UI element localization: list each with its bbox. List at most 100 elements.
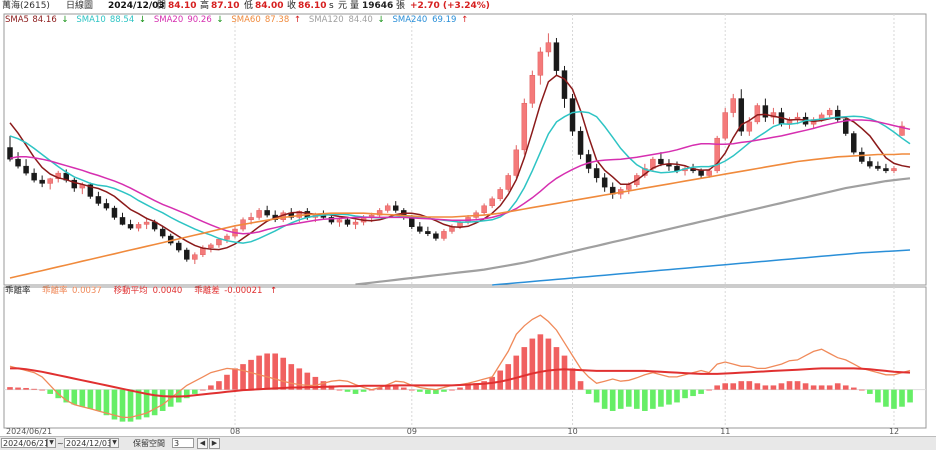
bias-histogram-bar: [31, 388, 37, 390]
end-date-dropdown[interactable]: ▼: [110, 438, 119, 448]
candle-body: [585, 154, 592, 169]
start-date-dropdown[interactable]: ▼: [47, 438, 56, 448]
bias-histogram-bar: [682, 389, 688, 399]
candle-body: [39, 179, 45, 184]
legend-price-arrow: ↑: [461, 15, 468, 25]
candle-body: [71, 179, 78, 189]
candle-body: [176, 242, 182, 251]
x-tick-label: 09: [407, 427, 417, 436]
bias-histogram-bar: [425, 389, 431, 394]
bias-histogram-bar: [344, 389, 351, 392]
candle-body: [529, 75, 536, 104]
candle-body: [497, 189, 503, 200]
legend-price-value: 84.40: [349, 15, 373, 25]
bias-histogram-bar: [183, 389, 190, 399]
bias-histogram-bar: [690, 389, 696, 397]
candle-body: [336, 219, 343, 223]
bias-histogram-bar: [248, 359, 254, 390]
chart-area[interactable]: 08 09 10 11 12 2024/06/21 SMA5 84.16 ↓ SMA10 88.54…: [0, 0, 936, 439]
candle-body: [601, 177, 608, 188]
bias-histogram-bar: [818, 385, 825, 390]
bias-histogram-bar: [143, 389, 150, 418]
candle-body: [31, 172, 37, 181]
bias-histogram-bar: [256, 355, 262, 390]
candle-body: [770, 112, 777, 118]
candle-body: [577, 130, 584, 155]
bias-histogram-bar: [151, 389, 158, 416]
bias-histogram-bar: [867, 389, 873, 394]
bias-histogram-bar: [408, 389, 415, 391]
range-separator: ~: [57, 439, 64, 448]
bias-histogram-bar: [376, 387, 383, 390]
candle-body: [296, 211, 303, 218]
candle-body: [658, 158, 664, 165]
candle-body: [103, 203, 110, 209]
x-tick-label: 11: [720, 427, 730, 436]
volume-unit: 張: [396, 1, 406, 11]
scroll-right-button[interactable]: ▶: [209, 438, 220, 449]
scroll-left-button[interactable]: ◀: [197, 438, 208, 449]
bias-histogram-bar: [762, 385, 769, 390]
legend-price-arrow: ↓: [378, 15, 385, 25]
change-value: +2.70 (+3.24%): [410, 1, 490, 11]
stock-chart[interactable]: 08 09 10 11 12 2024/06/21 SMA5 84.16 ↓ SMA10 88.54…: [0, 0, 936, 436]
candle-body: [746, 121, 753, 132]
ma-line-sma10: [9, 110, 911, 244]
bias-histogram-bar: [529, 338, 536, 390]
start-date-field[interactable]: 2024/06/21: [1, 438, 50, 448]
bias-histogram-bar: [280, 357, 287, 390]
bias-histogram-bar: [899, 389, 905, 407]
bias-histogram-bar: [714, 385, 720, 390]
bias-histogram-bar: [384, 385, 391, 390]
candle-body: [593, 168, 600, 179]
volume-label: 量: [350, 1, 360, 11]
legend-price-arrow: ↓: [216, 15, 223, 25]
candle-body: [143, 221, 150, 225]
candle-body: [224, 235, 230, 240]
bias-histogram-bar: [497, 370, 504, 390]
x-start-label: 2024/06/21: [6, 427, 52, 436]
bias-histogram-bar: [473, 383, 479, 390]
candle-body: [505, 175, 511, 190]
legend-osc-name: 乖離差: [194, 285, 220, 296]
bias-histogram-bar: [770, 385, 777, 390]
legend-price-value: 88.54: [110, 15, 134, 25]
bias-histogram-bar: [135, 389, 142, 420]
end-date-field[interactable]: 2024/12/03: [64, 438, 113, 448]
legend-price-name: SMA60: [231, 15, 260, 25]
ma-line-sma60: [9, 153, 910, 279]
bias-histogram-bar: [842, 385, 849, 390]
candle-body: [513, 149, 520, 176]
candle-body: [417, 226, 423, 232]
candle-body: [875, 165, 881, 169]
bias-histogram-bar: [127, 389, 134, 422]
candle-body: [119, 217, 126, 225]
bias-histogram-bar: [264, 353, 270, 390]
bias-histogram-bar: [320, 381, 327, 390]
candle-body: [127, 224, 134, 229]
bias-histogram-bar: [883, 389, 889, 407]
ma-line-sma240: [492, 249, 911, 286]
candle-body: [706, 170, 712, 176]
bias-histogram-bar: [23, 387, 29, 390]
candle-body: [834, 109, 841, 120]
bias-histogram-bar: [666, 389, 672, 405]
bias-histogram-bar: [7, 387, 13, 390]
candle-body: [481, 205, 487, 214]
ma-line-sma20: [9, 119, 911, 235]
high-label: 高: [200, 1, 210, 11]
range-toolbar: 2024/06/21 ▼ ~ 2024/12/03 ▼ 保留空間 3 ◀ ▶: [0, 436, 936, 450]
bias-histogram-bar: [63, 389, 70, 403]
legend-price-arrow: ↓: [139, 15, 146, 25]
bias-histogram-bar: [593, 389, 600, 403]
bias-histogram-bar: [288, 364, 295, 390]
candle-body: [216, 239, 222, 246]
bias-histogram-bar: [15, 387, 21, 390]
legend-price-name: SMA20: [154, 15, 183, 25]
open-label: 開: [157, 1, 167, 11]
bias-histogram-bar: [521, 347, 528, 390]
legend-price-arrow: ↓: [61, 15, 68, 25]
candle-body: [561, 70, 568, 99]
bias-histogram-bar: [625, 389, 632, 407]
keep-space-input[interactable]: 3: [172, 438, 194, 448]
